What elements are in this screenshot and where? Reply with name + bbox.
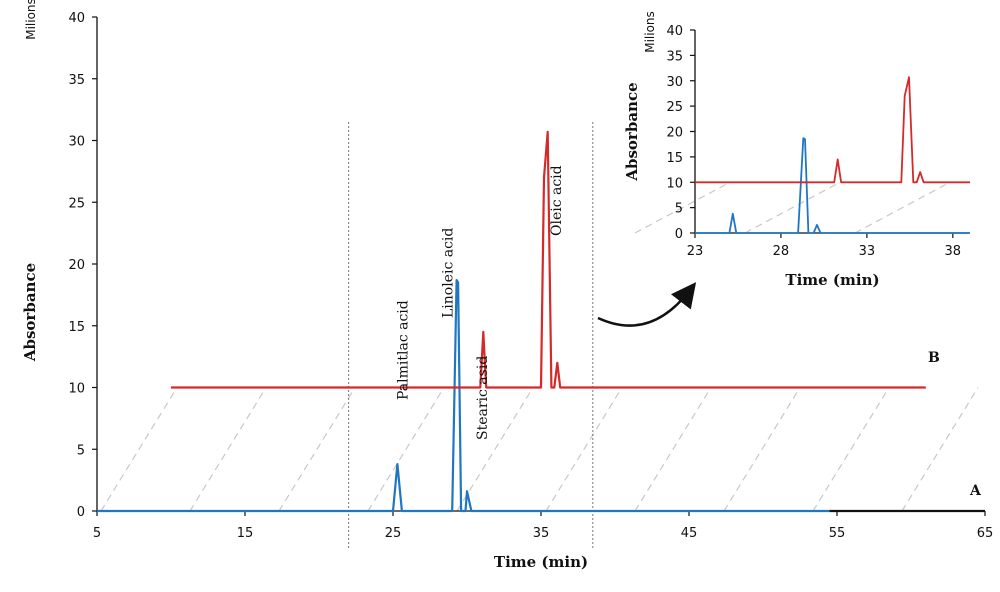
y-tick-label: 25 [666, 100, 683, 115]
depth-guide-line [456, 387, 534, 512]
trace-label-a: A [969, 483, 982, 499]
depth-guide-line [545, 387, 623, 512]
series-a-line [695, 137, 970, 234]
y-unit-label: Milions [643, 11, 657, 53]
y-tick-label: 15 [68, 320, 85, 335]
y-tick-label: 5 [77, 443, 85, 458]
x-tick-label: 23 [687, 244, 704, 259]
y-tick-label: 20 [666, 126, 683, 141]
y-axis-title: Absorbance [21, 263, 39, 362]
y-tick-label: 40 [666, 24, 683, 39]
peak-label: Oleic acid [549, 165, 565, 236]
x-axis-title: Time (min) [785, 271, 879, 289]
x-axis-title: Time (min) [494, 553, 588, 571]
series-b-line [695, 76, 970, 184]
y-tick-label: 30 [68, 135, 85, 150]
peak-label: Stearic asid [475, 356, 491, 440]
depth-guide-line [100, 387, 178, 512]
y-tick-label: 35 [68, 73, 85, 88]
y-tick-label: 0 [77, 505, 85, 520]
depth-guide-line [189, 387, 267, 512]
y-tick-label: 10 [666, 176, 683, 191]
trace-label-b: B [928, 350, 940, 366]
y-tick-label: 35 [666, 49, 683, 64]
y-tick-label: 25 [68, 196, 85, 211]
depth-guide-line [634, 181, 731, 234]
y-tick-label: 15 [666, 151, 683, 166]
depth-guide-line [634, 387, 712, 512]
x-tick-label: 65 [977, 526, 994, 541]
depth-guide-line [744, 181, 841, 234]
y-tick-label: 30 [666, 75, 683, 90]
inset-plot: 0 5 10 15 20 25 30 35 40 23 28 33 38 Time (min) Absorb… [623, 11, 970, 289]
x-tick-label: 15 [237, 526, 254, 541]
x-tick-label: 5 [93, 526, 101, 541]
y-unit-label: Milions [24, 0, 38, 40]
depth-guide-line [278, 387, 356, 512]
depth-guide-line [723, 387, 801, 512]
y-tick-label: 40 [68, 11, 85, 26]
y-tick-label: 0 [675, 227, 683, 242]
peak-label: Linoleic acid [441, 228, 457, 318]
x-tick-label: 55 [829, 526, 846, 541]
series-b-line [171, 130, 926, 389]
y-tick-label: 10 [68, 382, 85, 397]
x-tick-label: 33 [859, 244, 876, 259]
x-tick-label: 35 [533, 526, 550, 541]
peak-label: Palmitlac acid [395, 300, 411, 400]
y-tick-label: 20 [68, 258, 85, 273]
depth-guide-line [854, 181, 951, 234]
y-tick-label: 5 [675, 202, 683, 217]
depth-guide-line [812, 387, 890, 512]
series-a-line [97, 279, 830, 513]
depth-guide-line [901, 387, 979, 512]
x-tick-label: 28 [773, 244, 790, 259]
x-tick-label: 38 [945, 244, 962, 259]
depth-guide-line [367, 387, 445, 512]
x-tick-label: 25 [385, 526, 402, 541]
y-axis-title: Absorbance [623, 82, 641, 181]
x-tick-label: 45 [681, 526, 698, 541]
zoom-arrow [597, 282, 697, 327]
